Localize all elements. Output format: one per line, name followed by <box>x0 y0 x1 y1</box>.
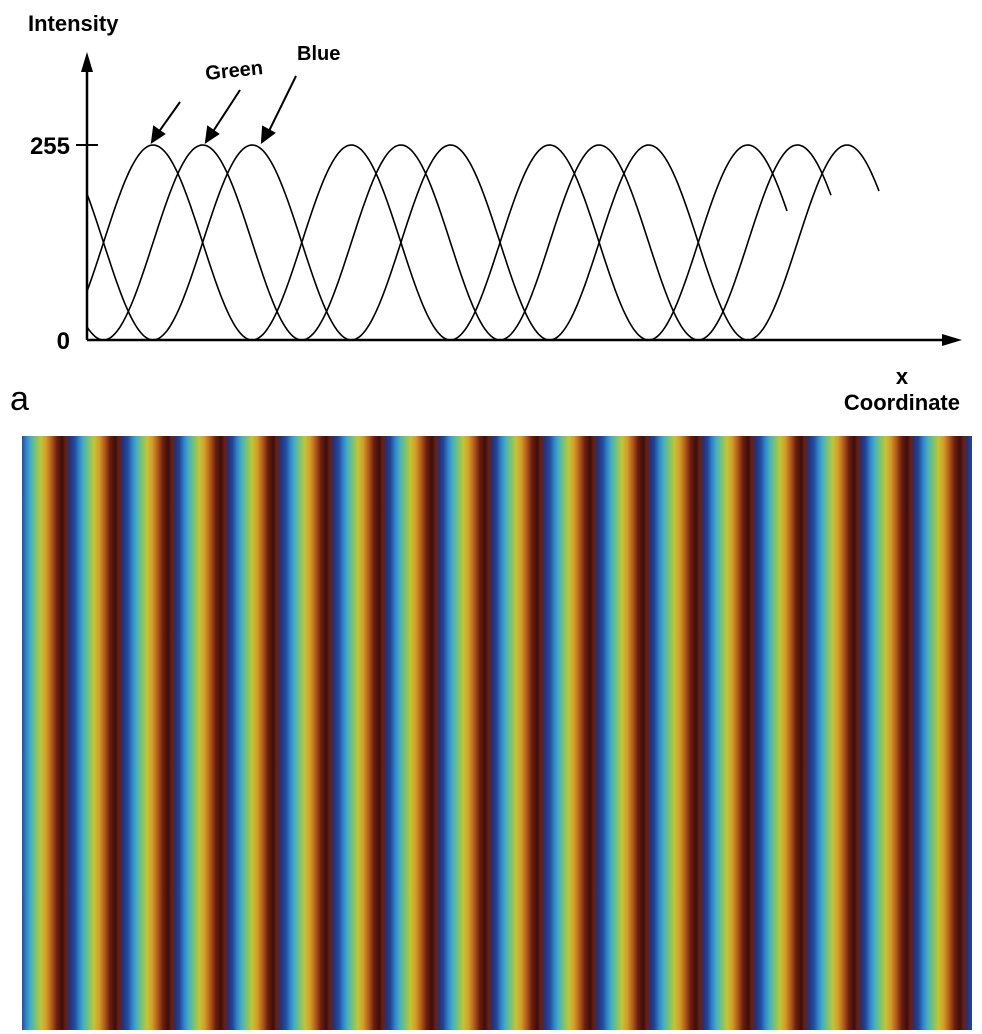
y-axis-arrow <box>81 52 93 72</box>
annotation-blue: Blue <box>297 43 340 65</box>
annotation-green: Green <box>204 57 264 85</box>
xlabel: x Coordinate <box>844 364 960 416</box>
y-tick-label-0: 0 <box>57 328 70 355</box>
fringe-stripe <box>444 436 498 1030</box>
y-tick-label-255: 255 <box>30 133 70 160</box>
fringe-stripe <box>180 436 234 1030</box>
series-line-red <box>86 144 788 341</box>
series-curves <box>86 144 880 341</box>
intensity-plot: Intensity 255 0 Green Blue <box>28 11 962 355</box>
fringe-stripe <box>866 436 920 1030</box>
panel-label: a <box>10 380 29 418</box>
arrow-line-green <box>211 89 241 134</box>
fringe-stripe <box>22 436 76 1030</box>
series-line-blue <box>86 144 880 341</box>
arrow-line-blue <box>267 75 297 134</box>
fringe-stripe <box>497 436 551 1030</box>
series-line-green <box>86 144 832 341</box>
arrow-head-green <box>204 125 220 145</box>
arrow-line-1 <box>157 101 181 134</box>
fringe-stripe <box>602 436 656 1030</box>
fringe-stripe <box>760 436 815 1030</box>
fringe-stripe <box>655 436 709 1030</box>
fringe-stripe <box>549 436 604 1030</box>
fringe-stripe <box>391 436 445 1030</box>
xlabel-line2: Coordinate <box>843 390 960 415</box>
fringe-stripe <box>74 436 129 1030</box>
fringe-stripe <box>338 436 393 1030</box>
xlabel-line1: x <box>895 364 909 389</box>
fringe-stripe <box>919 436 972 1030</box>
x-axis-arrow <box>942 334 962 346</box>
fringe-stripe <box>233 436 287 1030</box>
fringe-stripe <box>127 436 181 1030</box>
annotation-arrows <box>150 75 297 145</box>
fringe-stripe <box>285 436 340 1030</box>
fringe-stripe <box>708 436 762 1030</box>
color-fringe-image <box>22 436 972 1030</box>
arrow-head-1 <box>150 125 166 145</box>
arrow-head-blue <box>260 125 276 145</box>
ylabel: Intensity <box>28 11 119 36</box>
fringe-stripe <box>813 436 868 1030</box>
